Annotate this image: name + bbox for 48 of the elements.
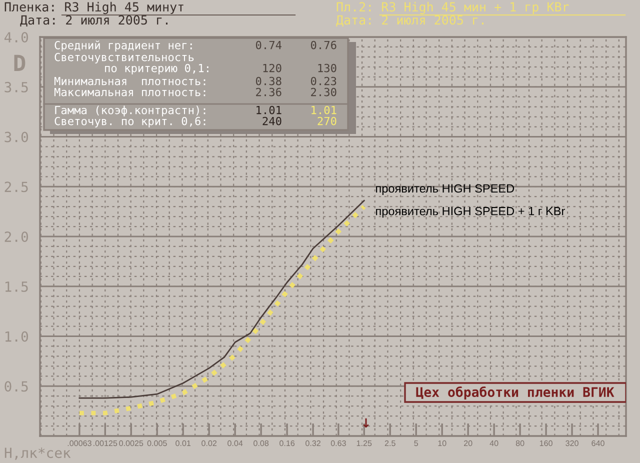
text: Дата: 2 июля 2005 г. bbox=[20, 15, 168, 26]
x-tick-label: 0.32 bbox=[306, 440, 320, 446]
x-tick-label: .00125 bbox=[94, 440, 118, 446]
x-tick-label: 40 bbox=[490, 440, 498, 446]
x-tick-label: .00063 bbox=[68, 440, 92, 446]
x-tick-label: 0.01 bbox=[176, 440, 191, 446]
annotation: 2.36 bbox=[256, 88, 282, 96]
annotation: Цех обработки пленки ВГИК bbox=[416, 386, 614, 400]
x-tick-label: 2.5 bbox=[384, 440, 396, 446]
x-tick-label: 640 bbox=[592, 440, 604, 446]
x-tick-label: 0.16 bbox=[280, 440, 295, 446]
x-tick-label: 5 bbox=[414, 440, 418, 446]
x-tick-label: 320 bbox=[566, 440, 578, 446]
series-label: проявитель HIGH SPEED + 1 г KBr bbox=[376, 206, 565, 218]
x-tick-label: 0.005 bbox=[147, 440, 167, 446]
x-tick-label: 0.63 bbox=[330, 440, 346, 446]
annotation: Светочувствительность bbox=[54, 52, 194, 64]
annotation: 0.38 bbox=[256, 76, 282, 86]
annotation: 2.30 bbox=[311, 88, 336, 96]
annotation: Светочув. по крит. 0,6: bbox=[54, 116, 206, 128]
annotation: Гамма (коэф.контрастн): bbox=[55, 106, 206, 116]
annotation: 1.01 bbox=[312, 106, 336, 114]
x-tick-label: 1.25 bbox=[356, 440, 372, 446]
annotation: Минимальная плотность: bbox=[54, 76, 206, 86]
x-tick-label: 10 bbox=[438, 440, 446, 446]
x-tick-label: 0.04 bbox=[228, 440, 243, 446]
annotation: Средний градиент нег: bbox=[54, 40, 192, 52]
annotation: по критерию 0,1: bbox=[105, 64, 208, 74]
annotation: 240 bbox=[262, 116, 282, 126]
x-tick-label: 0.02 bbox=[202, 440, 217, 446]
annotation: 120 bbox=[263, 64, 282, 72]
annotation: 1.01 bbox=[256, 106, 282, 114]
text: Пл.2: R3 High 45 мин + 1 гр KBr bbox=[336, 2, 569, 14]
annotation: 130 bbox=[318, 64, 336, 72]
annotation: 0.74 bbox=[256, 40, 282, 50]
x-tick-label: 160 bbox=[540, 440, 552, 446]
series-label: проявитель HIGH SPEED bbox=[376, 184, 514, 195]
x-tick-label: 20 bbox=[464, 440, 472, 446]
annotation: 0.23 bbox=[310, 76, 336, 86]
x-tick-label: 0.0025 bbox=[119, 440, 144, 446]
text: Пленка: R3 High 45 минут bbox=[4, 2, 184, 14]
annotation: ↓ bbox=[363, 418, 369, 428]
annotation: 270 bbox=[318, 116, 336, 126]
x-tick-label: 0.08 bbox=[254, 440, 269, 446]
annotation: 0.76 bbox=[310, 40, 336, 50]
x-tick-label: 80 bbox=[516, 440, 524, 446]
text: Дата: 2 июля 2005 г. bbox=[336, 15, 484, 26]
annotation: Максимальная плотность: bbox=[54, 88, 206, 96]
